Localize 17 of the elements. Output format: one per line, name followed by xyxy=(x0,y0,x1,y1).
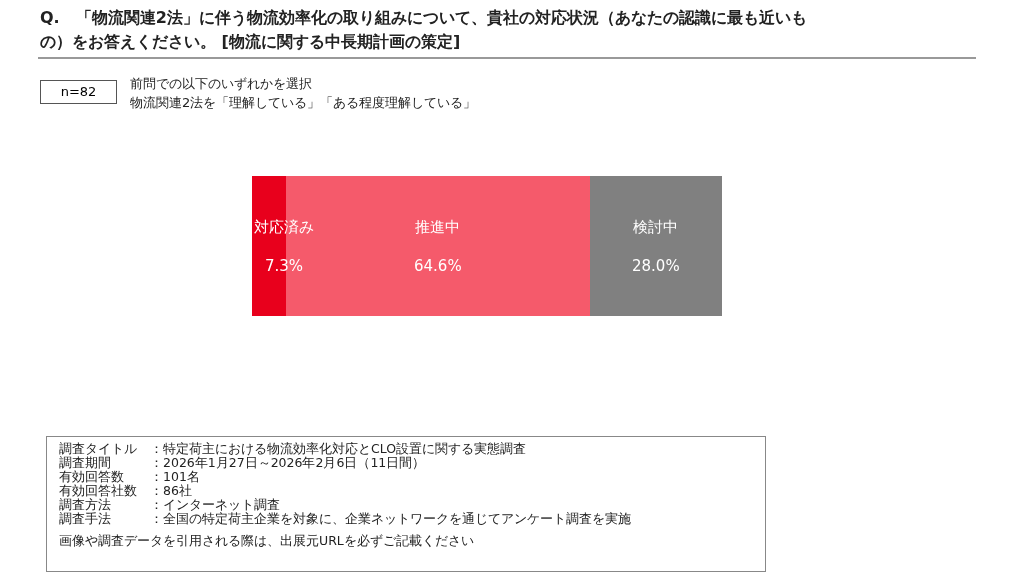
text: n=82 xyxy=(40,80,117,104)
data-label: 7.3% xyxy=(264,257,304,275)
text: 調査手法 ：全国の特定荷主企業を対象に、企業ネットワークを通じてアンケート調査を実施 xyxy=(59,511,632,526)
text: 調査方法 ：インターネット調査 xyxy=(59,497,281,512)
data-label: 28.0% xyxy=(632,257,680,275)
text: 調査タイトル ：特定荷主における物流効率化対応とCLO設置に関する実態調査 xyxy=(59,441,528,456)
series-label: 推進中 xyxy=(415,218,461,236)
series-label: 検討中 xyxy=(633,218,679,236)
chart-subtitle: 前問での以下のいずれかを選択 xyxy=(130,75,312,93)
text: 物流関連2法を「理解している」「ある程度理解している」 xyxy=(130,94,477,112)
text: 画像や調査データを引用される際は、出展元URLを必ずご記載ください xyxy=(59,533,475,548)
text: 有効回答数 ：101名 xyxy=(59,469,201,484)
chart-title: Q. 「物流関連2法」に伴う物流効率化の取り組みについて、貴社の対応状況（あなたの認識に最も近いもの）をお答えください。 [物流に関する中長期計画の策定] xyxy=(40,7,808,53)
text: 有効回答社数 ：86社 xyxy=(59,483,193,498)
data-label: 64.6% xyxy=(414,257,462,275)
series-label: 対応済み xyxy=(254,218,314,236)
text: 調査期間 ：2026年1月27日～2026年2月6日（11日間） xyxy=(59,455,427,470)
